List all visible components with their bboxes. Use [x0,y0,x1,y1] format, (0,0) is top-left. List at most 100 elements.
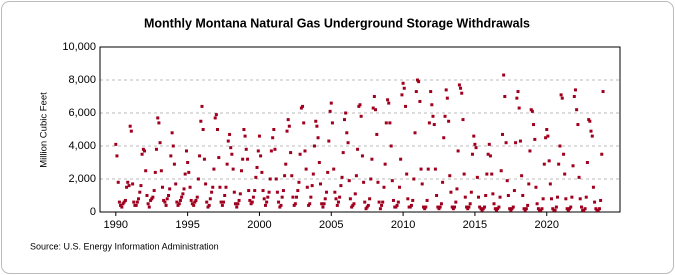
point [472,134,476,138]
point [297,180,301,184]
point [443,114,447,118]
point [202,157,206,161]
point [506,194,510,197]
point [117,200,121,204]
point [376,180,380,184]
point [217,156,221,160]
point [150,197,154,201]
point [278,205,282,209]
point [409,203,413,207]
point [490,172,494,176]
point [566,208,570,212]
point [304,167,308,171]
point [116,180,120,184]
point [585,161,589,164]
point [575,108,579,112]
point [470,152,474,156]
point [126,180,130,184]
point [171,144,175,148]
point [577,175,581,179]
chart-title: Monthly Montana Natural Gas Underground … [144,16,530,30]
point [154,147,158,151]
point [468,202,472,206]
point [570,195,574,199]
point [283,174,287,178]
point [168,187,172,191]
point [280,195,284,199]
point [353,192,357,196]
point [378,207,382,211]
point [128,124,132,128]
point [599,198,603,202]
point [340,175,344,179]
point [553,208,557,212]
point [243,134,247,138]
point [582,208,586,212]
point [291,195,295,199]
point [480,208,484,212]
point [498,195,502,199]
point [230,152,234,156]
point [383,162,387,166]
point [481,207,485,211]
point [287,124,291,128]
point [424,205,428,209]
point [477,195,481,199]
point [334,197,338,201]
point [327,139,331,143]
point [600,152,604,156]
point [228,132,232,136]
plot-border [99,46,621,213]
point [241,157,245,161]
point [389,144,393,148]
point [366,203,370,207]
point [255,165,259,169]
point [511,205,515,209]
point [149,198,153,202]
point [134,203,138,207]
point [593,200,597,204]
point [546,134,550,138]
point [438,205,442,209]
point [177,202,181,206]
point [271,136,275,140]
point [436,205,440,209]
point [357,104,361,108]
point [591,185,595,189]
point [447,119,451,123]
point [371,106,375,110]
point [549,197,553,201]
point [510,207,514,211]
point [250,200,254,204]
point [557,162,561,166]
point [301,104,305,108]
point [198,154,202,158]
point [406,197,410,201]
point [266,195,270,199]
point [193,200,197,204]
point [323,197,327,201]
point [545,128,549,131]
point [398,185,402,189]
point [433,167,437,171]
point [328,109,332,113]
point [159,169,163,173]
point [351,203,355,207]
point [223,194,227,197]
point [338,195,342,199]
point [272,128,276,131]
point [119,203,123,207]
point [222,200,226,204]
point [303,149,307,153]
point [460,91,464,95]
point [427,121,431,125]
point [484,194,488,197]
point [311,172,315,176]
point [308,202,312,206]
point [160,185,164,189]
point [404,104,408,108]
point [441,180,445,184]
y-tick-label: 2,000 [68,173,96,185]
point [454,200,458,204]
